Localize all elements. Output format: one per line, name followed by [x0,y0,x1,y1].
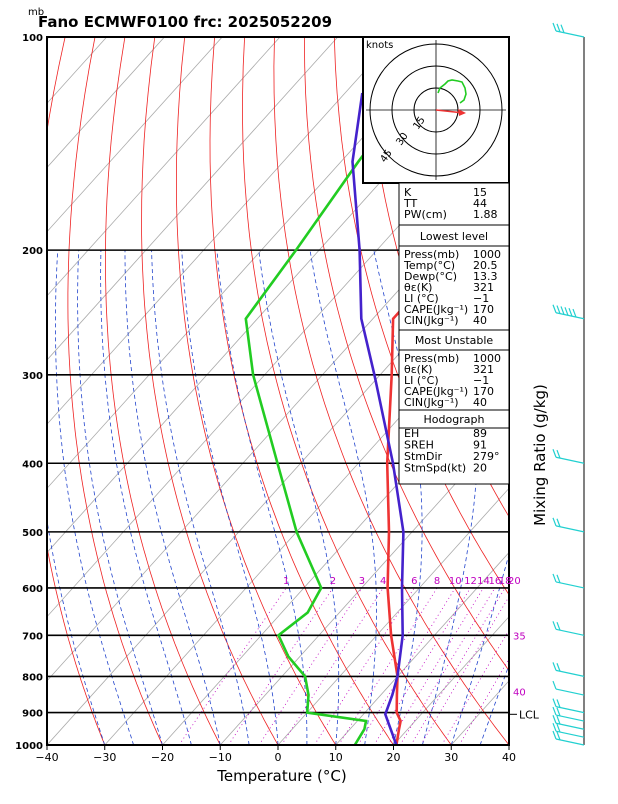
pressure-tick-label: 200 [22,246,43,257]
wind-barb [553,518,584,532]
hodograph-param-value: 20 [473,462,487,475]
lowest-level-panel: Lowest level Press(mb)1000Temp(°C)20.5De… [399,225,509,330]
wind-barb [553,662,584,676]
pressure-tick-label: 900 [22,709,43,720]
wind-barb [553,681,584,695]
mixing-ratio-line [358,588,455,745]
wind-barb [553,621,584,635]
temperature-tick-label: −30 [93,751,116,764]
temperature-tick-label: −20 [151,751,174,764]
pressure-tick-label: 300 [22,371,43,382]
mixing-ratio-label: 10 [449,576,462,587]
x-axis-label: Temperature (°C) [216,767,346,785]
lowest-level-value: 40 [473,314,487,327]
pressure-tick-label: 100 [22,33,43,44]
mixing-ratio-label: 2 [330,576,336,587]
mixing-ratio-line [259,588,362,745]
isotherm-line [0,37,107,745]
moist-adiabat [509,250,618,745]
pressure-tick-label: 400 [22,459,43,470]
mixing-ratio-line [228,588,333,745]
dry-adiabat [604,37,618,745]
mixing-ratio-axis-label: Mixing Ratio (g/kg) [531,384,549,526]
wind-barb [553,731,584,745]
lowest-level-label: CIN(Jkg⁻¹) [404,314,459,327]
isotherm-line [0,37,338,745]
isotherm-line [0,37,395,745]
temperature-tick-label: 10 [329,751,343,764]
side-label: 40 [513,687,526,698]
mixing-ratio-label: 4 [380,576,386,587]
pressure-tick-label: 500 [22,528,43,539]
mixing-ratio-label: 6 [411,576,417,587]
mixing-ratio-label: 8 [434,576,440,587]
index-label: PW(cm) [404,208,447,221]
temperature-tick-label: 20 [387,751,401,764]
moist-adiabat [78,250,163,745]
most-unstable-value: 40 [473,396,487,409]
hodograph: knots 15 30 45 [363,37,509,183]
chart-title: Fano ECMWF0100 frc: 2025052209 [38,13,332,31]
temperature-tick-label: 40 [502,751,516,764]
hodograph-params-heading: Hodograph [424,413,485,426]
moist-adiabat [310,250,377,745]
dry-adiabat [105,37,220,745]
wind-barb [553,305,584,319]
pressure-tick-label: 700 [22,631,43,642]
mixing-ratio-label: 12 [464,576,477,587]
side-labels: 35 40 LCL [509,631,540,721]
mixing-ratio-line [179,588,286,745]
parcel-profile [353,93,404,745]
temperature-tick-label: −40 [35,751,58,764]
mixing-ratio-label: 20 [508,576,521,587]
wind-barb [553,23,584,37]
mixing-ratio-label: 3 [359,576,365,587]
hodograph-param-label: StmSpd(kt) [404,462,466,475]
dry-adiabat [544,37,618,745]
dry-adiabat [574,37,618,745]
temperature-tick-label: 0 [275,751,282,764]
most-unstable-heading: Most Unstable [415,334,494,347]
most-unstable-label: CIN(Jkg⁻¹) [404,396,459,409]
lcl-label: LCL [519,708,540,721]
pressure-tick-label: 800 [22,672,43,683]
wind-barb [553,574,584,588]
lowest-level-heading: Lowest level [420,230,488,243]
dry-adiabat [68,37,163,745]
temperature-tick-label: −10 [209,751,232,764]
index-value: 1.88 [473,208,498,221]
moist-adiabat [55,250,133,745]
pressure-tick-label: 600 [22,584,43,595]
moist-adiabat [34,250,105,745]
moist-adiabat [152,250,250,745]
side-label: 35 [513,631,526,642]
mixing-ratio-line [459,588,550,745]
temperature-tick-label: 30 [444,751,458,764]
mixing-ratio-label: 1 [283,576,289,587]
wind-barbs [553,23,584,745]
dry-adiabat [514,37,618,745]
temperature-tick-labels: −40 −30 −20 −10 0 10 20 30 40 [35,745,516,764]
wind-barb [553,449,584,463]
hodograph-unit: knots [366,40,393,51]
